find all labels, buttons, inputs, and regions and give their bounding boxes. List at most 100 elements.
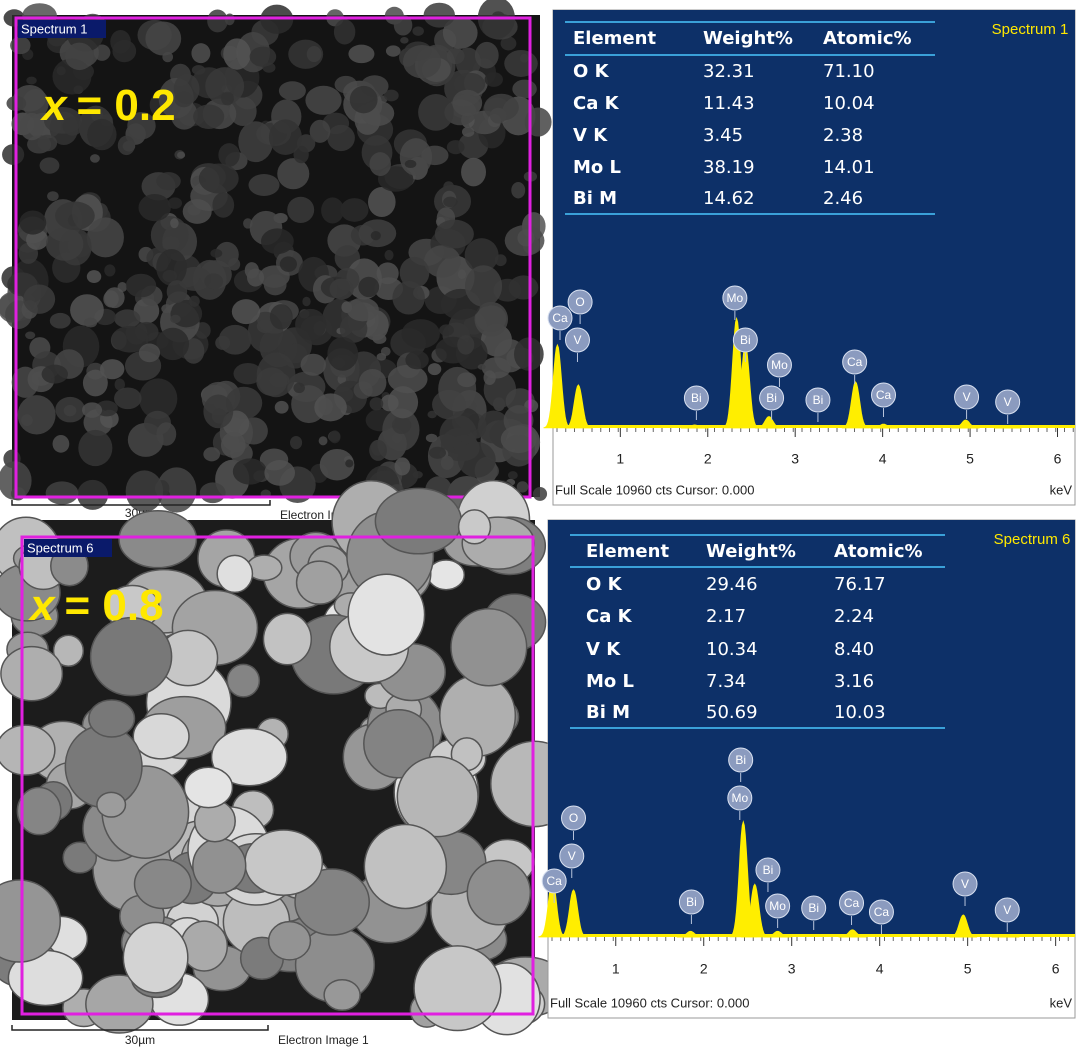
x-tick-label: 1 (612, 961, 620, 977)
spectrum-footer: Full Scale 10960 cts Cursor: 0.000 (555, 482, 754, 497)
particle (97, 792, 126, 817)
particle (329, 430, 340, 443)
particle (112, 40, 136, 62)
particle (203, 394, 233, 428)
x-tick-label: 5 (966, 451, 974, 467)
spectrum-label: Spectrum 6 (994, 531, 1071, 548)
particle (114, 387, 142, 409)
element-label: Ca (546, 874, 562, 888)
table-cell: 14.62 (703, 188, 755, 209)
table-cell: V K (586, 639, 621, 660)
x-tick-label: 6 (1052, 961, 1060, 977)
particle (371, 231, 381, 240)
particle (264, 460, 295, 486)
particle (245, 830, 322, 895)
table-cell: 8.40 (834, 639, 874, 660)
particle (105, 287, 125, 308)
element-label: Mo (771, 358, 788, 372)
particle (279, 81, 306, 100)
particle (368, 187, 396, 217)
particle (0, 725, 55, 775)
particle (25, 332, 35, 340)
table-cell: 10.34 (706, 639, 758, 660)
table-cell: 10.03 (834, 702, 886, 723)
particle (270, 304, 293, 329)
figure: Spectrum 1x= 0.230µmElectron Image 1Spec… (0, 0, 1077, 1052)
table-header: Element (586, 541, 669, 562)
particle (89, 700, 135, 737)
particle (413, 471, 423, 478)
particle (1, 647, 62, 701)
composition-variable: x (40, 81, 68, 130)
element-label: Bi (808, 901, 819, 915)
particle (452, 90, 482, 116)
particle (269, 119, 302, 155)
particle (170, 218, 179, 228)
particle (2, 144, 24, 165)
particle (215, 336, 230, 350)
particle (412, 26, 424, 35)
particle (248, 174, 279, 196)
table-header: Atomic% (823, 28, 912, 49)
particle (287, 197, 314, 223)
particle (295, 309, 326, 340)
element-label: Bi (691, 391, 702, 405)
particle (233, 458, 267, 484)
particle (358, 277, 379, 297)
x-tick-label: 4 (879, 451, 887, 467)
image-label: Spectrum 6 (27, 540, 93, 555)
particle (418, 94, 454, 131)
particle (392, 281, 425, 315)
particle (82, 402, 102, 417)
particle (55, 397, 85, 423)
particle (443, 197, 458, 207)
element-label: Bi (740, 333, 751, 347)
particle (457, 372, 476, 387)
table-cell: 10.04 (823, 93, 875, 114)
particle (221, 92, 234, 106)
particle (321, 197, 344, 223)
table-cell: 7.34 (706, 671, 746, 692)
particle (87, 217, 124, 257)
particle (314, 393, 347, 421)
particle (461, 158, 486, 187)
element-label: Ca (847, 355, 863, 369)
particle (307, 46, 322, 62)
table-cell: 76.17 (834, 574, 886, 595)
particle (447, 140, 465, 154)
particle (221, 432, 246, 458)
table-cell: Ca K (573, 93, 620, 114)
particle (38, 135, 58, 151)
particle (403, 45, 441, 78)
element-label: Ca (552, 311, 568, 325)
particle (301, 354, 326, 376)
table-cell: 38.19 (703, 157, 755, 178)
particle (340, 198, 368, 222)
particle (327, 337, 358, 371)
particle (184, 767, 232, 807)
particle (40, 157, 60, 173)
element-label: V (963, 390, 971, 404)
particle (114, 309, 140, 328)
particle (443, 181, 454, 192)
x-tick-label: 6 (1054, 451, 1062, 467)
x-tick-label: 1 (616, 451, 624, 467)
particle (90, 154, 100, 163)
composition: x= 0.8 (28, 581, 164, 630)
element-label: V (568, 849, 576, 863)
particle (533, 487, 547, 501)
table-cell: O K (586, 574, 623, 595)
x-tick-label: 3 (791, 451, 799, 467)
particle (250, 47, 277, 67)
particle (520, 54, 529, 63)
element-label: V (961, 877, 969, 891)
particle (467, 860, 530, 924)
particle (485, 72, 503, 87)
particle (280, 256, 297, 271)
element-label: Ca (844, 896, 860, 910)
table-cell: Mo L (573, 157, 621, 178)
particle (200, 482, 226, 503)
particle (167, 280, 187, 303)
composition: x= 0.2 (40, 81, 176, 130)
particle (441, 456, 454, 470)
